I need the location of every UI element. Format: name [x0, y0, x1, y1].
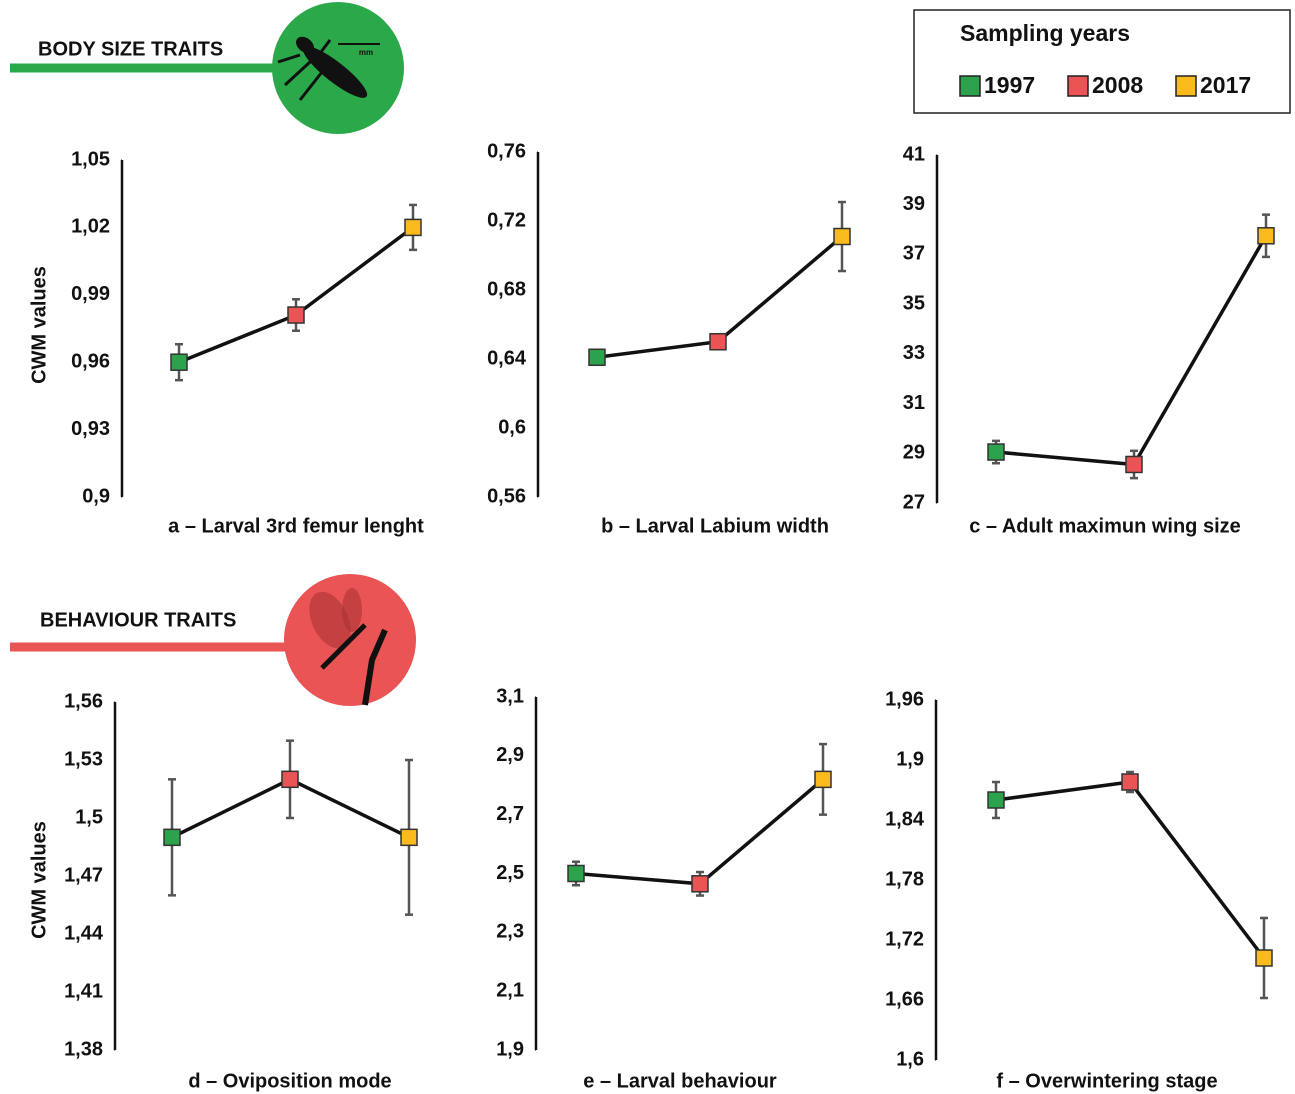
y-tick-label: 41 [903, 143, 925, 165]
chart-title: a – Larval 3rd femur lenght [168, 515, 424, 537]
chart-title: e – Larval behaviour [583, 1070, 777, 1092]
y-tick-label: 1,9 [496, 1038, 524, 1060]
chart-title: f – Overwintering stage [996, 1070, 1217, 1092]
point [288, 307, 304, 323]
y-tick-label: 2,1 [496, 979, 524, 1001]
y-tick-label: 0,76 [487, 140, 526, 162]
y-tick-label: 1,41 [64, 980, 103, 1002]
point [1258, 228, 1274, 244]
legend-label: 1997 [984, 72, 1035, 98]
point [405, 219, 421, 235]
point [692, 876, 708, 892]
point [401, 829, 417, 845]
chart-title: b – Larval Labium width [601, 515, 829, 537]
y-tick-label: 33 [903, 342, 925, 364]
y-tick-label: 1,9 [896, 748, 924, 770]
y-tick-label: 1,84 [885, 808, 925, 830]
legend-label: 2017 [1200, 72, 1251, 98]
legend-swatch [1176, 76, 1196, 96]
y-tick-label: 0,9 [82, 485, 110, 507]
y-tick-label: 0,68 [487, 278, 526, 300]
legend-swatch [1068, 76, 1088, 96]
y-tick-label: 0,6 [498, 416, 526, 438]
point [282, 771, 298, 787]
y-tick-label: 1,72 [885, 928, 924, 950]
y-tick-label: 1,53 [64, 748, 103, 770]
point [815, 771, 831, 787]
y-tick-label: 27 [903, 491, 925, 513]
legend-label: 2008 [1092, 72, 1143, 98]
chart-title: d – Oviposition mode [188, 1070, 391, 1092]
point [164, 829, 180, 845]
y-tick-label: 1,6 [896, 1048, 924, 1070]
y-tick-label: 0,72 [487, 209, 526, 231]
y-tick-label: 35 [903, 292, 925, 314]
y-tick-label: 1,47 [64, 864, 103, 886]
point [710, 334, 726, 350]
y-tick-label: 1,05 [71, 148, 110, 170]
y-tick-label: 0,64 [487, 347, 527, 369]
y-tick-label: 0,99 [71, 283, 110, 305]
y-tick-label: 1,56 [64, 690, 103, 712]
y-tick-label: 37 [903, 243, 925, 265]
section-label: BEHAVIOUR TRAITS [40, 609, 236, 631]
y-tick-label: 2,3 [496, 921, 524, 943]
series-line [576, 779, 823, 883]
point [1256, 950, 1272, 966]
behaviour-header: BEHAVIOUR TRAITS [10, 574, 416, 706]
y-tick-label: 1,38 [64, 1038, 103, 1060]
y-axis-label: CWM values [28, 821, 50, 939]
y-tick-label: 1,66 [885, 988, 924, 1010]
y-tick-label: 1,44 [64, 922, 104, 944]
point [171, 354, 187, 370]
page: mm BODY SIZE TRAITS BEHAVIOUR TRAITS Sam… [0, 0, 1295, 1094]
series-line [996, 236, 1266, 465]
point [1122, 774, 1138, 790]
point [988, 792, 1004, 808]
y-tick-label: 0,93 [71, 418, 110, 440]
chart-title: c – Adult maximun wing size [969, 515, 1241, 537]
point [988, 444, 1004, 460]
legend-title: Sampling years [960, 20, 1130, 46]
legend-swatch [960, 76, 980, 96]
y-axis-label: CWM values [28, 266, 50, 384]
y-tick-label: 1,96 [885, 688, 924, 710]
figure: mm BODY SIZE TRAITS BEHAVIOUR TRAITS Sam… [0, 0, 1295, 1094]
scale-label: mm [359, 48, 373, 57]
point [589, 349, 605, 365]
y-tick-label: 2,7 [496, 803, 524, 825]
y-tick-label: 31 [903, 392, 925, 414]
point [568, 866, 584, 882]
y-tick-label: 3,1 [496, 685, 524, 707]
section-label: BODY SIZE TRAITS [38, 38, 223, 60]
body-size-header: mm BODY SIZE TRAITS [10, 2, 404, 134]
y-tick-label: 1,5 [75, 806, 103, 828]
series-line [996, 782, 1264, 958]
point [834, 229, 850, 245]
y-tick-label: 2,5 [496, 862, 524, 884]
y-tick-label: 29 [903, 442, 925, 464]
y-tick-label: 0,96 [71, 350, 110, 372]
y-tick-label: 0,56 [487, 485, 526, 507]
y-tick-label: 2,9 [496, 744, 524, 766]
series-line [179, 227, 413, 362]
y-tick-label: 1,02 [71, 216, 110, 238]
point [1126, 456, 1142, 472]
y-tick-label: 39 [903, 193, 925, 215]
y-tick-label: 1,78 [885, 868, 924, 890]
